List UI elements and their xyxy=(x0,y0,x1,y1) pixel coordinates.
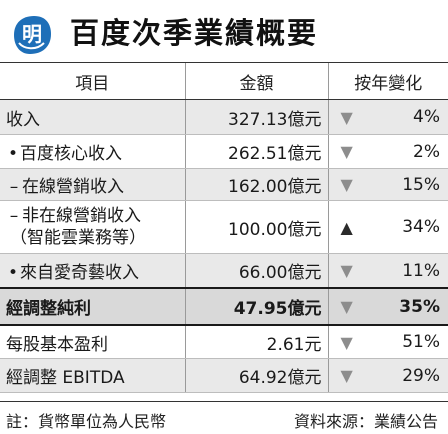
row-amount: 66.00億元 xyxy=(184,253,328,289)
bullet-icon: • xyxy=(7,263,19,283)
down-triangle-icon: ▼ xyxy=(340,297,353,316)
row-amount: 2.61元 xyxy=(184,325,328,359)
row-change: ▼ 29% xyxy=(327,358,448,393)
page-title: 百度次季業績概要 xyxy=(70,16,319,50)
column-header-amount: 金額 xyxy=(184,62,328,100)
down-triangle-icon: ▼ xyxy=(340,175,353,194)
row-amount: 262.51億元 xyxy=(184,134,328,169)
row-label: 收入 xyxy=(0,99,185,135)
row-label: • 來自愛奇藝收入 xyxy=(0,253,185,289)
row-change: ▼ 51% xyxy=(327,325,448,359)
logo-text: 明 xyxy=(22,22,42,46)
header: 明 百度次季業績概要 xyxy=(0,0,448,64)
row-label: 經調整純利 xyxy=(0,287,185,326)
column-header-change: 按年變化 xyxy=(327,62,448,100)
newspaper-logo-icon: 明 xyxy=(14,16,51,54)
table-row: 經調整 EBITDA 64.92億元 ▼ 29% xyxy=(0,358,448,393)
table-row: 每股基本盈利 2.61元 ▼ 51% xyxy=(0,325,448,359)
row-amount: 64.92億元 xyxy=(184,358,328,393)
row-amount: 162.00億元 xyxy=(184,168,328,201)
down-triangle-icon: ▼ xyxy=(340,142,353,161)
results-table: 項目 金額 按年變化 收入 327.13億元 ▼ 4% • 百度核心收入 262.5… xyxy=(0,62,448,393)
row-label: • 百度核心收入 xyxy=(0,134,185,169)
row-label-sub: （智能雲業務等） xyxy=(10,228,146,248)
column-header-item: 項目 xyxy=(0,62,185,100)
row-change: ▼ 2% xyxy=(327,134,448,169)
down-triangle-icon: ▼ xyxy=(340,261,353,280)
row-change: ▼ 4% xyxy=(327,99,448,135)
table-row-highlighted: 經調整純利 47.95億元 ▼ 35% xyxy=(0,287,448,326)
row-label: – 在線營銷收入 xyxy=(0,168,185,201)
row-amount: 327.13億元 xyxy=(184,99,328,135)
row-amount: 47.95億元 xyxy=(184,287,328,326)
currency-note: 註：貨幣單位為人民幣 xyxy=(6,412,167,431)
row-change: ▼ 35% xyxy=(327,287,448,326)
source-note: 資料來源：業績公告 xyxy=(293,412,438,431)
row-change: ▼ 11% xyxy=(327,253,448,289)
down-triangle-icon: ▼ xyxy=(340,107,353,127)
down-triangle-icon: ▼ xyxy=(340,332,353,352)
table-row: • 來自愛奇藝收入 66.00億元 ▼ 11% xyxy=(0,253,448,289)
footer: 註：貨幣單位為人民幣 資料來源：業績公告 xyxy=(0,401,448,434)
table-row: • 百度核心收入 262.51億元 ▼ 2% xyxy=(0,134,448,169)
table-row: – 在線營銷收入 162.00億元 ▼ 15% xyxy=(0,168,448,201)
row-label: 每股基本盈利 xyxy=(0,325,185,359)
table-row: – 非在線營銷收入 （智能雲業務等） 100.00億元 ▲ 34% xyxy=(0,200,448,254)
dash-icon: – xyxy=(9,206,19,226)
dash-icon: – xyxy=(9,177,19,197)
row-label: 經調整 EBITDA xyxy=(0,358,185,393)
down-triangle-icon: ▼ xyxy=(340,366,353,385)
row-change: ▼ 15% xyxy=(327,168,448,201)
table-header-row: 項目 金額 按年變化 xyxy=(0,62,448,100)
table-row: 收入 327.13億元 ▼ 4% xyxy=(0,99,448,135)
row-amount: 100.00億元 xyxy=(184,200,328,254)
up-triangle-icon: ▲ xyxy=(340,217,353,237)
bullet-icon: • xyxy=(7,144,19,164)
row-change: ▲ 34% xyxy=(327,200,448,254)
row-label: – 非在線營銷收入 （智能雲業務等） xyxy=(0,200,185,254)
